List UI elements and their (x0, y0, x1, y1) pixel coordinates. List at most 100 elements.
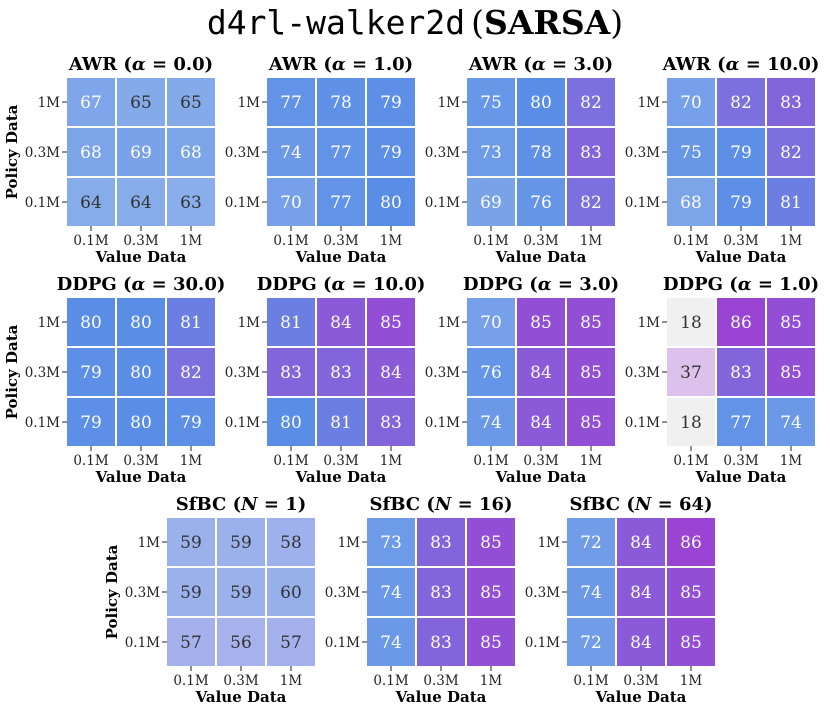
cell-value-label: 85 (580, 313, 602, 333)
panel-title: DDPG (α = 10.0) (257, 274, 426, 295)
y-tick-label: 0.3M (425, 365, 460, 381)
heatmap-cell (567, 568, 615, 616)
heatmap-cell (767, 78, 815, 126)
cell-value-label: 74 (480, 413, 502, 433)
heatmap-cell (617, 568, 665, 616)
cell-value-label: 79 (730, 143, 752, 163)
cell-value-label: 59 (230, 583, 252, 603)
y-tick-label: 0.1M (625, 415, 660, 431)
x-tick-label: 1M (680, 673, 703, 689)
cell-value-label: 59 (180, 583, 202, 603)
y-axis-label: Policy Data (3, 324, 21, 419)
x-tick-label: 1M (780, 233, 803, 249)
heatmap-cell (317, 398, 365, 446)
x-axis-label: Value Data (495, 248, 587, 266)
heatmap-cell (467, 78, 515, 126)
y-tick-label: 0.1M (625, 195, 660, 211)
panel-title: SfBC (N = 16) (369, 494, 512, 515)
panel-title-value: = 3.0) (546, 54, 613, 75)
heatmap-cell (667, 568, 715, 616)
panel-title-method: DDPG ( (257, 274, 332, 295)
panel-title-value: = 30.0) (145, 274, 225, 295)
cell-value-label: 84 (380, 363, 402, 383)
x-tick-label: 0.1M (73, 233, 108, 249)
cell-value-label: 70 (280, 193, 302, 213)
heatmap-cell (667, 618, 715, 666)
x-tick-label: 0.1M (273, 233, 308, 249)
cell-value-label: 78 (530, 143, 552, 163)
panel-title-value: = 64) (651, 494, 712, 515)
panel-title-method: AWR ( (662, 54, 726, 75)
heatmap-cell (117, 348, 165, 396)
cell-value-label: 84 (630, 583, 652, 603)
x-axis-label: Value Data (195, 688, 287, 706)
heatmap-cell (717, 398, 765, 446)
cell-value-label: 57 (180, 633, 202, 653)
cell-value-label: 81 (330, 413, 352, 433)
y-tick-label: 0.1M (25, 415, 60, 431)
heatmap-cell (717, 348, 765, 396)
y-tick-label: 1M (438, 95, 461, 111)
panel-title-symbol: α (332, 54, 346, 75)
heatmap-cell (517, 178, 565, 226)
x-tick-label: 0.3M (523, 453, 558, 469)
y-tick-label: 0.3M (25, 365, 60, 381)
heatmap-cell (567, 178, 615, 226)
cell-value-label: 81 (780, 193, 802, 213)
y-tick-label: 0.3M (625, 365, 660, 381)
heatmap-cell (767, 398, 815, 446)
panel-title: DDPG (α = 1.0) (663, 274, 819, 295)
cell-value-label: 83 (380, 413, 402, 433)
cell-value-label: 82 (730, 93, 752, 113)
x-axis-label: Value Data (495, 468, 587, 486)
panel-title-symbol: α (332, 274, 346, 295)
panel-title-method: AWR ( (268, 54, 332, 75)
heatmap-cell (467, 518, 515, 566)
heatmap-cell (317, 348, 365, 396)
heatmap-panel: DDPG (α = 30.0) 80 80 81 79 80 82 79 80 79 1M 0.3M 0… (3, 274, 225, 486)
heatmap-cell (167, 568, 215, 616)
panel-title-value: = 1) (258, 494, 307, 515)
heatmap-cell (417, 618, 465, 666)
panel-title-method: AWR ( (68, 54, 132, 75)
cell-value-label: 37 (680, 363, 702, 383)
y-tick-label: 0.3M (525, 585, 560, 601)
panel-title-value: = 10.0) (739, 54, 819, 75)
cell-value-label: 73 (380, 533, 402, 553)
x-tick-label: 1M (580, 233, 603, 249)
cell-value-label: 79 (80, 363, 102, 383)
heatmap-cell (267, 78, 315, 126)
heatmap-cell (567, 518, 615, 566)
cell-value-label: 80 (80, 313, 102, 333)
heatmap-cell (217, 568, 265, 616)
heatmap-cell (567, 298, 615, 346)
x-tick-label: 1M (780, 453, 803, 469)
cell-value-label: 82 (580, 193, 602, 213)
heatmap-cell (117, 128, 165, 176)
heatmap-cell (467, 398, 515, 446)
heatmap-cell (467, 298, 515, 346)
heatmap-cell (767, 128, 815, 176)
y-tick-label: 0.1M (425, 415, 460, 431)
y-tick-label: 0.3M (125, 585, 160, 601)
heatmap-cell (467, 128, 515, 176)
panel-title: SfBC (N = 1) (176, 494, 307, 515)
x-axis-label: Value Data (95, 248, 187, 266)
cell-value-label: 85 (780, 363, 802, 383)
cell-value-label: 63 (180, 193, 202, 213)
y-tick-label: 1M (638, 315, 661, 331)
heatmap-cell (167, 178, 215, 226)
heatmap-cell (517, 348, 565, 396)
heatmap-cell (367, 618, 415, 666)
x-axis-label: Value Data (295, 468, 387, 486)
heatmap-cell (117, 398, 165, 446)
x-tick-label: 0.1M (73, 453, 108, 469)
cell-value-label: 70 (480, 313, 502, 333)
x-tick-label: 0.3M (323, 233, 358, 249)
cell-value-label: 75 (480, 93, 502, 113)
x-axis-label: Value Data (595, 688, 687, 706)
cell-value-label: 76 (480, 363, 502, 383)
cell-value-label: 74 (580, 583, 602, 603)
cell-value-label: 69 (130, 143, 152, 163)
heatmap-panel: AWR (α = 1.0) 77 78 79 74 77 79 70 77 80 1M 0.3M 0.1… (225, 54, 415, 266)
